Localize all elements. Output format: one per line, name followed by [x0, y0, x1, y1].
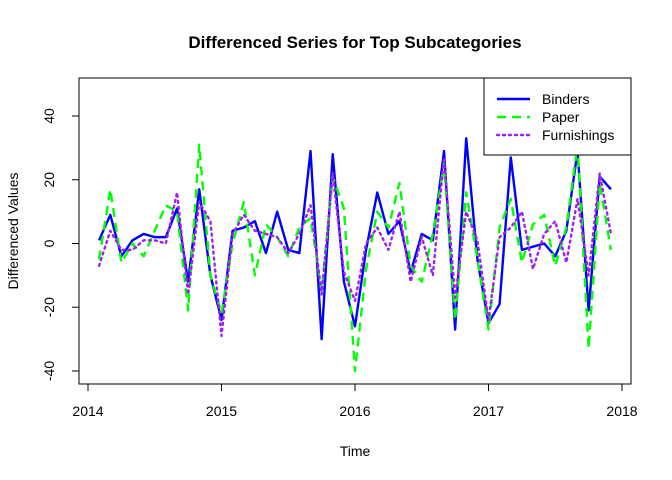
y-tick-label: -20 [41, 297, 57, 317]
y-axis-label: Differenced Values [5, 173, 21, 290]
x-axis-label: Time [340, 443, 371, 459]
x-tick-label: 2017 [473, 403, 504, 419]
legend-box [483, 77, 632, 156]
legend-label-furnishings: Furnishings [542, 127, 614, 143]
y-tick-label: 0 [41, 239, 57, 247]
y-tick-label: -40 [41, 361, 57, 381]
x-tick-label: 2018 [606, 403, 637, 419]
x-tick-label: 2015 [206, 403, 237, 419]
legend-label-binders: Binders [542, 91, 589, 107]
chart-title: Differenced Series for Top Subcategories [188, 33, 521, 52]
series-line-paper [97, 143, 613, 373]
y-tick-label: 20 [41, 172, 57, 188]
series-layer [97, 137, 613, 373]
x-axis: 2014 2015 2016 2017 2018 [72, 383, 638, 419]
legend-label-paper: Paper [542, 109, 580, 125]
x-tick-label: 2016 [339, 403, 370, 419]
y-axis: -40 -20 0 20 40 [41, 108, 80, 381]
x-tick-label: 2014 [72, 403, 103, 419]
y-tick-label: 40 [41, 108, 57, 124]
legend: Binders Paper Furnishings [483, 77, 632, 156]
series-line-furnishings [97, 156, 613, 338]
